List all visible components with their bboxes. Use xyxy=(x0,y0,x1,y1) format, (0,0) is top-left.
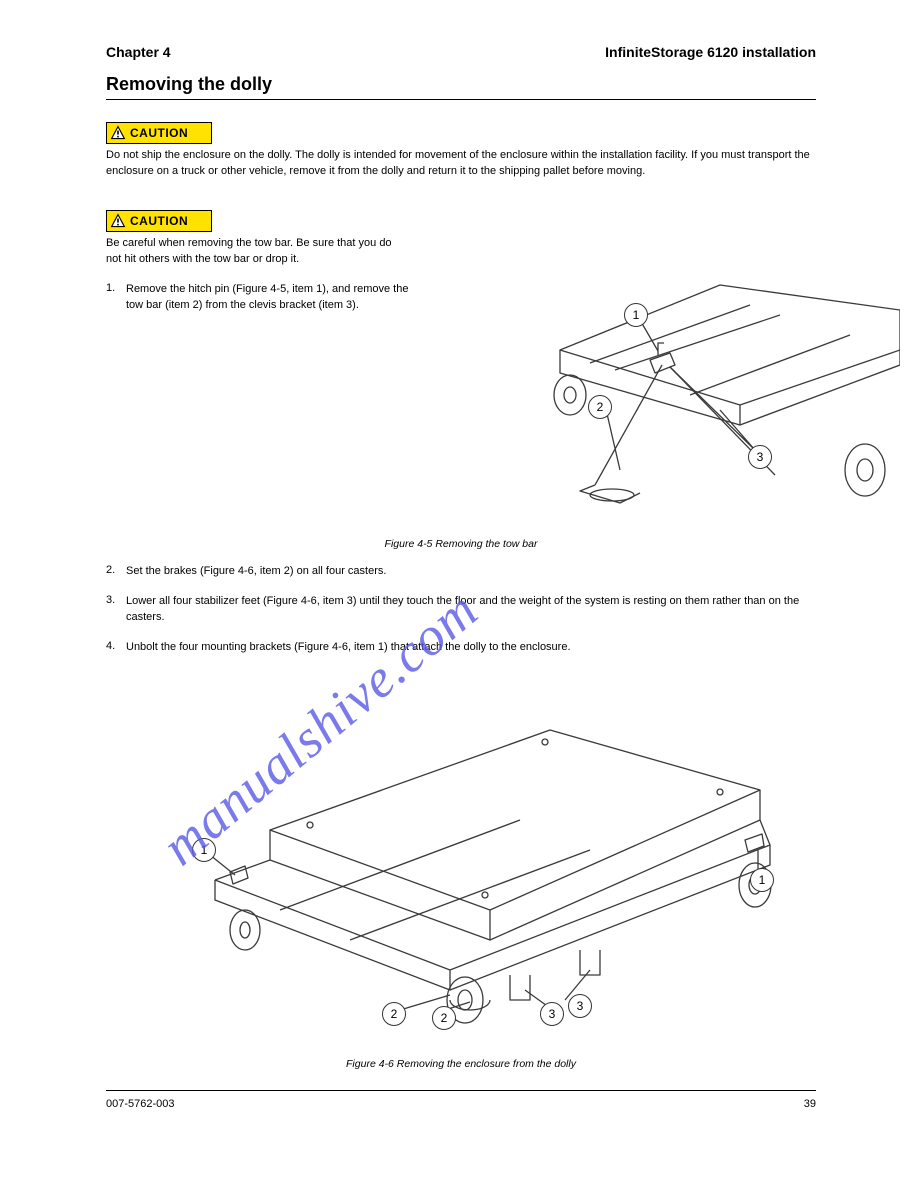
callout-bubble-2: 2 xyxy=(588,395,612,419)
step-1-text: Remove the hitch pin (Figure 4-5, item 1… xyxy=(126,282,426,314)
dolly-diagram xyxy=(150,700,800,1030)
step-3: 3. Lower all four stabilizer feet (Figur… xyxy=(106,594,816,626)
callout-3-label: 3 xyxy=(757,450,764,464)
figure-2-caption: Figure 4-6 Removing the enclosure from t… xyxy=(106,1058,816,1070)
step-4-number: 4. xyxy=(106,640,126,656)
callout-bubble-f2-2a: 2 xyxy=(382,1002,406,1026)
callout-label: 3 xyxy=(577,999,584,1013)
step-1-number: 1. xyxy=(106,282,126,314)
step-2-number: 2. xyxy=(106,564,126,580)
callout-bubble-f2-1b: 1 xyxy=(750,868,774,892)
callout-bubble-1: 1 xyxy=(624,303,648,327)
figure-1-caption: Figure 4-5 Removing the tow bar xyxy=(106,538,816,550)
figure-2: 1 1 2 2 3 3 xyxy=(150,700,800,1030)
callout-label: 1 xyxy=(201,843,208,857)
chapter-label: InfiniteStorage 6120 installation xyxy=(605,44,816,60)
callout-label: 2 xyxy=(391,1007,398,1021)
warning-triangle-icon xyxy=(110,213,126,229)
step-2-text: Set the brakes (Figure 4-6, item 2) on a… xyxy=(126,564,386,580)
caution-box-2: CAUTION xyxy=(106,210,212,232)
callout-bubble-3: 3 xyxy=(748,445,772,469)
section-title: Removing the dolly xyxy=(106,74,816,95)
caution-label-2: CAUTION xyxy=(130,214,188,228)
step-2: 2. Set the brakes (Figure 4-6, item 2) o… xyxy=(106,564,816,580)
step-3-text: Lower all four stabilizer feet (Figure 4… xyxy=(126,594,816,626)
towbar-diagram xyxy=(520,255,900,515)
caution-box-1: CAUTION xyxy=(106,122,212,144)
caution-text-1: Do not ship the enclosure on the dolly. … xyxy=(106,148,816,180)
callout-2-label: 2 xyxy=(597,400,604,414)
callout-bubble-f2-3a: 3 xyxy=(540,1002,564,1026)
callout-bubble-f2-1a: 1 xyxy=(192,838,216,862)
callout-label: 2 xyxy=(441,1011,448,1025)
callout-label: 1 xyxy=(759,873,766,887)
figure-1: 1 2 3 xyxy=(520,255,900,515)
warning-triangle-icon xyxy=(110,125,126,141)
chapter-number: Chapter 4 xyxy=(106,44,171,60)
callout-bubble-f2-3b: 3 xyxy=(568,994,592,1018)
step-4-text: Unbolt the four mounting brackets (Figur… xyxy=(126,640,571,656)
callout-1-label: 1 xyxy=(633,308,640,322)
step-3-number: 3. xyxy=(106,594,126,626)
caution-label-1: CAUTION xyxy=(130,126,188,140)
page-header: Chapter 4 InfiniteStorage 6120 installat… xyxy=(106,44,816,60)
footer-page-number: 39 xyxy=(804,1098,816,1110)
step-4: 4. Unbolt the four mounting brackets (Fi… xyxy=(106,640,816,656)
footer-rule xyxy=(106,1090,816,1091)
callout-label: 3 xyxy=(549,1007,556,1021)
section-rule xyxy=(106,99,816,100)
caution-text-2: Be careful when removing the tow bar. Be… xyxy=(106,236,406,268)
callout-bubble-f2-2b: 2 xyxy=(432,1006,456,1030)
page-footer: 007-5762-003 39 xyxy=(106,1098,816,1110)
footer-doc-number: 007-5762-003 xyxy=(106,1098,175,1110)
